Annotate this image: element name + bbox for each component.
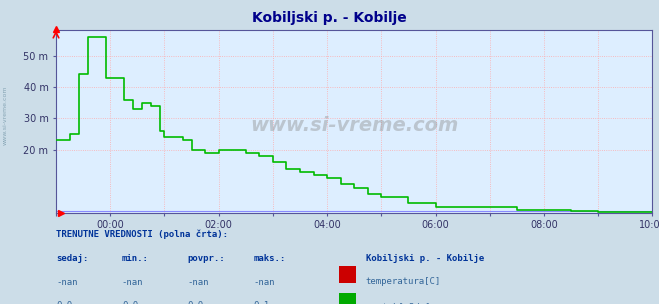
Text: Kobiljski p. - Kobilje: Kobiljski p. - Kobilje xyxy=(252,11,407,25)
Text: TRENUTNE VREDNOSTI (polna črta):: TRENUTNE VREDNOSTI (polna črta): xyxy=(56,230,228,239)
Text: pretok[m3/s]: pretok[m3/s] xyxy=(366,303,430,304)
Text: sedaj:: sedaj: xyxy=(56,254,88,263)
Text: Kobiljski p. - Kobilje: Kobiljski p. - Kobilje xyxy=(366,254,484,263)
Text: min.:: min.: xyxy=(122,254,149,263)
Text: 0,0: 0,0 xyxy=(122,301,138,304)
Text: www.si-vreme.com: www.si-vreme.com xyxy=(3,86,8,145)
Text: temperatura[C]: temperatura[C] xyxy=(366,277,441,286)
Text: -nan: -nan xyxy=(56,278,78,287)
Text: povpr.:: povpr.: xyxy=(188,254,225,263)
Text: www.si-vreme.com: www.si-vreme.com xyxy=(250,116,459,135)
Text: maks.:: maks.: xyxy=(254,254,286,263)
Text: 0,0: 0,0 xyxy=(188,301,204,304)
Text: -nan: -nan xyxy=(122,278,144,287)
Text: -nan: -nan xyxy=(188,278,210,287)
Text: -nan: -nan xyxy=(254,278,275,287)
Text: 0,1: 0,1 xyxy=(254,301,270,304)
Text: 0,0: 0,0 xyxy=(56,301,72,304)
